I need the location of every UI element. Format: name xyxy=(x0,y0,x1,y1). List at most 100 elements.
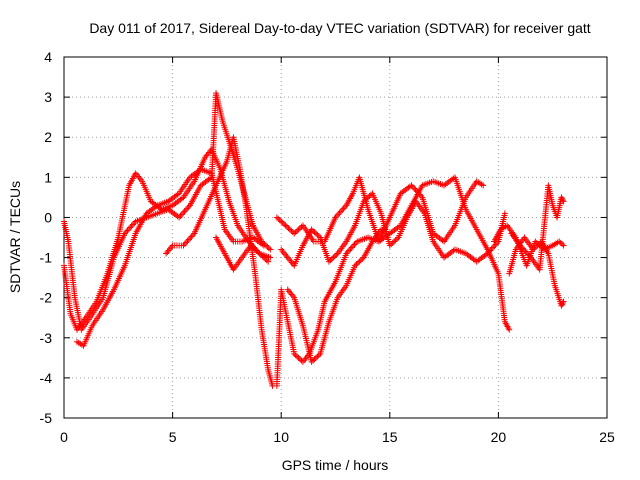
chart-title: Day 011 of 2017, Sidereal Day-to-day VTE… xyxy=(89,20,590,36)
y-tick-label: 0 xyxy=(44,209,52,225)
data-point xyxy=(386,242,393,249)
y-tick-label: -3 xyxy=(40,330,53,346)
data-point xyxy=(182,206,189,213)
x-tick-label: 15 xyxy=(382,429,398,445)
series-satellite-track-k xyxy=(508,182,567,273)
x-axis-label: GPS time / hours xyxy=(282,457,389,473)
data-point xyxy=(392,237,399,244)
data-point xyxy=(183,239,190,246)
data-point xyxy=(129,221,136,228)
data-point xyxy=(282,222,289,229)
data-point xyxy=(283,223,290,230)
data-point xyxy=(297,356,304,363)
y-tick-label: -5 xyxy=(40,410,53,426)
data-point xyxy=(340,205,347,212)
y-tick-label: 4 xyxy=(44,49,52,65)
data-point xyxy=(259,253,266,260)
series-satellite-track-e xyxy=(213,234,272,273)
data-point xyxy=(127,224,134,231)
data-point xyxy=(560,198,567,205)
data-point xyxy=(348,244,355,251)
data-point xyxy=(125,225,132,232)
data-point xyxy=(333,251,340,258)
data-point xyxy=(181,208,188,215)
data-point xyxy=(181,241,188,248)
data-points xyxy=(61,90,567,389)
data-point xyxy=(292,229,299,236)
data-point xyxy=(353,261,360,268)
data-point xyxy=(315,233,322,240)
data-point xyxy=(533,239,540,246)
y-tick-label: -1 xyxy=(40,250,53,266)
series-satellite-track-l xyxy=(491,222,567,269)
data-point xyxy=(267,254,274,261)
data-point xyxy=(292,352,299,359)
data-point xyxy=(558,302,565,309)
data-point xyxy=(312,354,319,361)
data-point xyxy=(359,255,366,262)
data-point xyxy=(556,238,563,245)
y-tick-label: -2 xyxy=(40,290,53,306)
data-point xyxy=(273,214,280,221)
data-point xyxy=(184,238,191,245)
y-tick-label: 3 xyxy=(44,89,52,105)
data-point xyxy=(281,221,288,228)
data-point xyxy=(366,193,373,200)
data-point xyxy=(391,238,398,245)
data-point xyxy=(265,245,272,252)
data-point xyxy=(352,262,359,269)
data-point xyxy=(308,226,315,233)
data-point xyxy=(180,209,187,216)
data-point xyxy=(336,209,343,216)
data-point xyxy=(388,241,395,248)
data-point xyxy=(558,194,565,201)
y-tick-label: 1 xyxy=(44,169,52,185)
data-point xyxy=(260,242,267,249)
x-tick-label: 25 xyxy=(599,429,615,445)
data-point xyxy=(276,217,283,224)
x-tick-label: 5 xyxy=(169,429,177,445)
data-point xyxy=(310,227,317,234)
data-point xyxy=(256,250,263,257)
data-point xyxy=(311,229,318,236)
data-point xyxy=(262,255,269,262)
data-point xyxy=(506,326,513,333)
x-tick-label: 0 xyxy=(60,429,68,445)
data-point xyxy=(252,246,259,253)
data-point xyxy=(286,226,293,233)
data-point xyxy=(279,219,286,226)
data-point xyxy=(389,239,396,246)
data-point xyxy=(557,239,564,246)
data-point xyxy=(260,254,267,261)
data-point xyxy=(188,233,195,240)
y-axis-label: SDTVAR / TECUs xyxy=(7,181,23,293)
data-point xyxy=(560,242,567,249)
data-point xyxy=(128,222,135,229)
data-point xyxy=(347,246,354,253)
data-point xyxy=(253,247,260,254)
series-satellite-track-c xyxy=(74,166,267,349)
data-point xyxy=(185,236,192,243)
data-point xyxy=(310,357,317,364)
data-point xyxy=(308,358,315,365)
data-point xyxy=(328,255,335,262)
data-point xyxy=(250,245,257,252)
data-point xyxy=(532,238,539,245)
series-satellite-track-i xyxy=(284,226,385,365)
data-point xyxy=(501,210,508,217)
data-point xyxy=(294,353,301,360)
data-point xyxy=(291,230,298,237)
data-point xyxy=(559,241,566,248)
data-point xyxy=(257,251,264,258)
data-point xyxy=(489,244,496,251)
y-tick-label: -4 xyxy=(40,370,53,386)
data-point xyxy=(350,243,357,250)
data-point xyxy=(337,208,344,215)
data-point xyxy=(325,258,332,265)
data-point xyxy=(409,183,416,190)
data-point xyxy=(263,257,270,264)
data-point xyxy=(295,226,302,233)
data-point xyxy=(291,350,298,357)
data-point xyxy=(335,211,342,218)
data-point xyxy=(249,243,256,250)
